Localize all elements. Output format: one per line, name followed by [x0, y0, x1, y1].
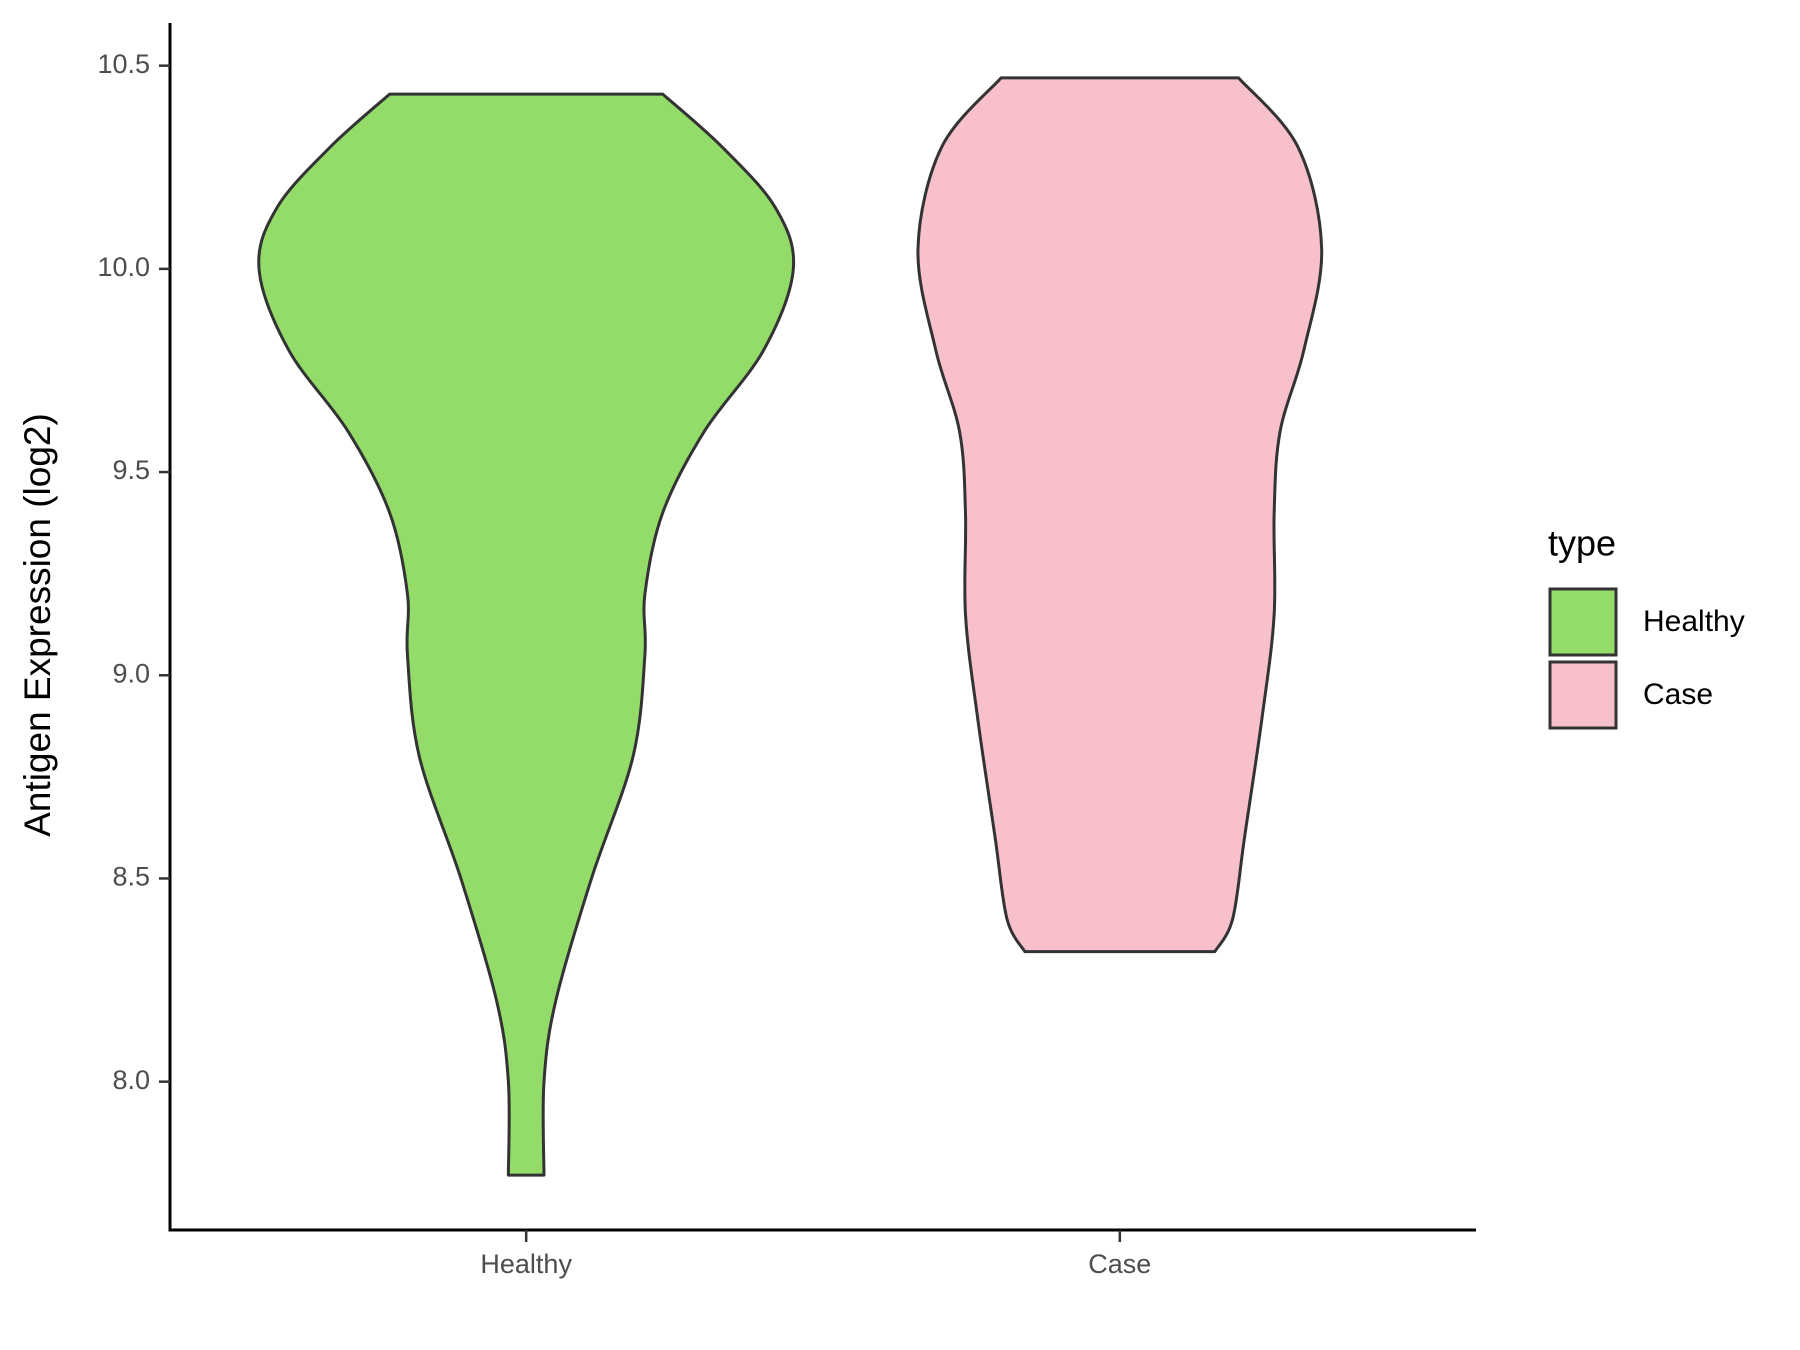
legend-title: type [1548, 523, 1616, 564]
y-tick-label: 9.0 [112, 658, 150, 688]
y-tick-label: 9.5 [112, 455, 150, 485]
y-tick-label: 10.5 [97, 49, 150, 79]
legend-key [1548, 587, 1618, 657]
x-tick-label: Healthy [480, 1249, 572, 1279]
y-tick-label: 8.5 [112, 862, 150, 892]
legend-key [1548, 660, 1618, 730]
x-tick-label: Case [1088, 1249, 1151, 1279]
y-axis-title: Antigen Expression (log2) [17, 413, 58, 837]
violin [257, 92, 796, 1177]
violin [916, 76, 1324, 954]
legend-label: Healthy [1643, 605, 1745, 638]
legend-label: Case [1643, 678, 1713, 711]
y-tick-label: 8.0 [112, 1065, 150, 1095]
y-tick-label: 10.0 [97, 252, 150, 282]
